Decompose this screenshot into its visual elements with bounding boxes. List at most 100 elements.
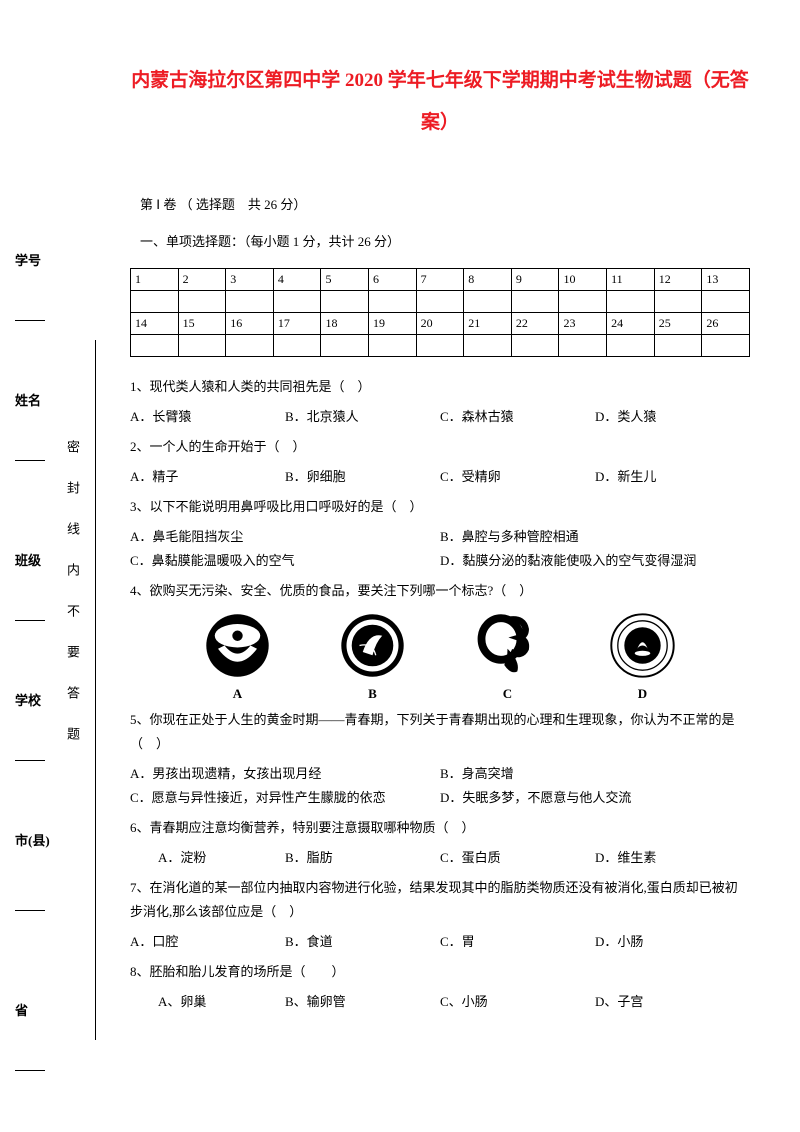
table-row: [131, 290, 750, 312]
question-7: 7、在消化道的某一部位内抽取内容物进行化验，结果发现其中的脂肪类物质还没有被消化…: [130, 876, 750, 924]
pollution-free-icon: [610, 613, 675, 678]
cell: [607, 334, 655, 356]
question-8: 8、胚胎和胎儿发育的场所是（ ）: [130, 960, 750, 984]
cell: [654, 290, 702, 312]
option-a: A．男孩出现遗精，女孩出现月经: [130, 762, 440, 786]
logo-label-b: B: [340, 686, 405, 702]
cell: 13: [702, 268, 750, 290]
cell: 14: [131, 312, 179, 334]
cell: [226, 290, 274, 312]
section-header: 第 Ⅰ 卷 （ 选择题 共 26 分）: [130, 194, 750, 213]
option-a: A．口腔: [130, 930, 285, 954]
question-4: 4、欲购买无污染、安全、优质的食品，要关注下列哪一个标志?（ ）: [130, 579, 750, 603]
cell: [511, 334, 559, 356]
option-c: C．鼻黏膜能温暖吸入的空气: [130, 549, 440, 573]
cell: [178, 290, 226, 312]
cell: [511, 290, 559, 312]
question-1: 1、现代类人猿和人类的共同祖先是（ ）: [130, 375, 750, 399]
option-c: C．蛋白质: [440, 846, 595, 870]
cell: [369, 334, 417, 356]
option-c: C、小肠: [440, 990, 595, 1014]
cell: [416, 290, 464, 312]
cell: [273, 334, 321, 356]
cell: 21: [464, 312, 512, 334]
cell: 4: [273, 268, 321, 290]
page-content: 内蒙古海拉尔区第四中学 2020 学年七年级下学期期中考试生物试题（无答案） 第…: [0, 0, 800, 1060]
option-b: B．北京猿人: [285, 405, 440, 429]
cell: [369, 290, 417, 312]
question-3-options: A．鼻毛能阻挡灰尘 B．鼻腔与多种管腔相通 C．鼻黏膜能温暖吸入的空气 D．黏膜…: [130, 525, 750, 573]
cell: 2: [178, 268, 226, 290]
answer-grid: 1 2 3 4 5 6 7 8 9 10 11 12 13 14 15 16 1…: [130, 268, 750, 357]
cell: 22: [511, 312, 559, 334]
logo-label-d: D: [610, 686, 675, 702]
cell: [131, 290, 179, 312]
cell: [702, 290, 750, 312]
cell: 8: [464, 268, 512, 290]
question-6: 6、青春期应注意均衡营养，特别要注意摄取哪种物质（ ）: [130, 816, 750, 840]
option-b: B、输卵管: [285, 990, 440, 1014]
eco-label-icon: [340, 613, 405, 678]
cell: [464, 334, 512, 356]
option-a: A．鼻毛能阻挡灰尘: [130, 525, 440, 549]
option-b: B．鼻腔与多种管腔相通: [440, 525, 750, 549]
option-a: A．精子: [130, 465, 285, 489]
cell: 20: [416, 312, 464, 334]
cell: [702, 334, 750, 356]
option-d: D．失眠多梦，不愿意与他人交流: [440, 786, 750, 810]
cell: [559, 334, 607, 356]
option-a: A．长臂猿: [130, 405, 285, 429]
cell: 11: [607, 268, 655, 290]
option-c: C．愿意与异性接近，对异性产生朦胧的依恋: [130, 786, 440, 810]
cell: [178, 334, 226, 356]
cell: 16: [226, 312, 274, 334]
cell: 15: [178, 312, 226, 334]
table-row: 14 15 16 17 18 19 20 21 22 23 24 25 26: [131, 312, 750, 334]
logo-label-a: A: [205, 686, 270, 702]
cell: [416, 334, 464, 356]
option-d: D．维生素: [595, 846, 750, 870]
cell: 18: [321, 312, 369, 334]
exam-title: 内蒙古海拉尔区第四中学 2020 学年七年级下学期期中考试生物试题（无答案）: [130, 60, 750, 144]
logo-b: B: [340, 613, 405, 702]
cell: [273, 290, 321, 312]
logo-c: C: [475, 613, 540, 702]
cell: 3: [226, 268, 274, 290]
question-5: 5、你现在正处于人生的黄金时期——青春期，下列关于青春期出现的心理和生理现象，你…: [130, 708, 750, 756]
logo-d: D: [610, 613, 675, 702]
option-d: D．类人猿: [595, 405, 750, 429]
cell: 17: [273, 312, 321, 334]
cell: [559, 290, 607, 312]
cell: 12: [654, 268, 702, 290]
option-d: D、子宫: [595, 990, 750, 1014]
question-3: 3、以下不能说明用鼻呼吸比用口呼吸好的是（ ）: [130, 495, 750, 519]
option-b: B．卵细胞: [285, 465, 440, 489]
option-b: B．身高突增: [440, 762, 750, 786]
option-d: D．新生儿: [595, 465, 750, 489]
cell: [131, 334, 179, 356]
option-b: B．食道: [285, 930, 440, 954]
option-b: B．脂肪: [285, 846, 440, 870]
cell: [654, 334, 702, 356]
question-7-options: A．口腔 B．食道 C．胃 D．小肠: [130, 930, 750, 954]
logo-options: A B C: [170, 613, 710, 702]
question-2-options: A．精子 B．卵细胞 C．受精卵 D．新生儿: [130, 465, 750, 489]
instruction: 一、单项选择题：（每小题 1 分，共计 26 分）: [130, 231, 750, 250]
cell: 7: [416, 268, 464, 290]
question-6-options: A．淀粉 B．脂肪 C．蛋白质 D．维生素: [130, 846, 750, 870]
green-food-icon: [205, 613, 270, 678]
cell: 1: [131, 268, 179, 290]
logo-label-c: C: [475, 686, 540, 702]
cell: [321, 334, 369, 356]
cell: 10: [559, 268, 607, 290]
table-row: [131, 334, 750, 356]
cell: 19: [369, 312, 417, 334]
cell: 9: [511, 268, 559, 290]
cell: [607, 290, 655, 312]
question-2: 2、一个人的生命开始于（ ）: [130, 435, 750, 459]
question-1-options: A．长臂猿 B．北京猿人 C．森林古猿 D．类人猿: [130, 405, 750, 429]
cell: 23: [559, 312, 607, 334]
cell: 5: [321, 268, 369, 290]
side-line: [15, 1070, 45, 1071]
cell: 26: [702, 312, 750, 334]
